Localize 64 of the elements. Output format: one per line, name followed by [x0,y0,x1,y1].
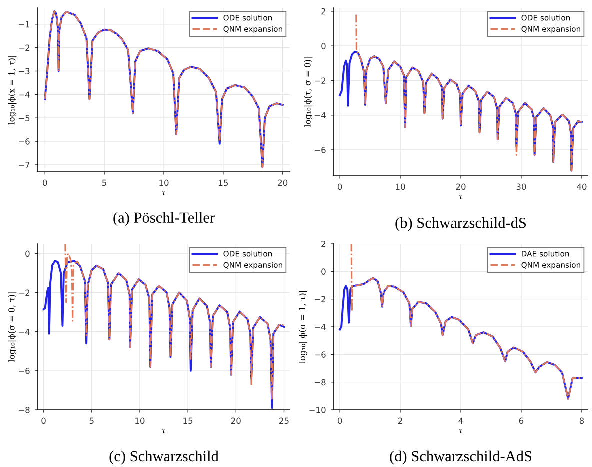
y-tick-label: −6 [314,147,326,154]
x-tick-label: 0 [43,180,48,186]
x-tick-label: 0 [338,418,342,424]
x-tick-label: 8 [580,418,584,424]
line-series [356,14,583,172]
x-tick-label: 0 [42,418,46,424]
y-axis-title: log₁₀|ϕ(x = 1, τ)| [8,56,17,125]
x-axis-title: τ [459,429,464,434]
line-series [339,277,583,400]
line-series [42,260,286,410]
y-tick-label: −6 [18,368,30,374]
y-axis-title: log₁₀|ϕ(τ, σ = 0)| [304,58,313,128]
y-axis-title: log₁₀|ϕ(σ = 0, τ)| [8,292,17,362]
x-tick-label: 25 [280,418,289,424]
y-tick-label: −7 [18,162,30,168]
y-tick-label: 0 [322,43,326,50]
text: (c) Schwarzschild [110,450,219,465]
x-tick-label: 2 [398,418,402,424]
line-series [350,244,583,400]
y-tick-label: −4 [314,112,326,119]
x-tick-label: 10 [396,184,406,190]
x-axis-title: τ [162,429,166,434]
x-tick-label: 20 [456,184,466,190]
x-tick-label: 15 [184,418,193,424]
y-tick-label: −1 [18,21,30,28]
x-tick-label: 10 [160,180,169,186]
x-tick-label: 15 [219,180,228,186]
y-tick-label: −6 [18,138,30,145]
x-tick-label: 5 [90,418,94,424]
line-series [44,10,284,168]
x-tick-label: 30 [516,184,526,190]
y-tick-label: −5 [18,115,30,122]
y-axis-title: log₁₀| ϕ(σ = 1, τ)| [299,291,308,364]
y-tick-label: 0 [322,268,326,275]
x-tick-label: 4 [458,418,464,424]
y-tick-label: −8 [18,406,30,414]
x-tick-label: 20 [231,418,241,424]
y-tick-label: −8 [314,379,326,386]
x-axis-title: τ [459,195,464,200]
x-tick-label: 6 [519,418,524,424]
x-tick-label: 20 [278,180,288,186]
y-tick-label: −2 [18,44,30,51]
text: (a) Pöschl-Teller [114,212,215,226]
x-axis-title: τ [162,191,166,196]
y-tick-label: 2 [322,240,326,248]
line-series [64,244,285,401]
x-tick-label: 40 [577,184,587,190]
y-tick-label: −2 [18,290,30,296]
y-tick-label: −3 [18,68,30,75]
y-tick-label: 2 [322,8,326,15]
x-tick-label: 5 [102,180,106,186]
text: (b) Schwarzschild-dS [396,217,526,232]
y-tick-label: −2 [314,78,326,84]
line-series [339,50,583,172]
y-tick-label: −4 [314,324,326,330]
y-tick-label: −4 [18,328,30,336]
y-tick-label: 0 [26,250,30,258]
y-tick-label: −4 [18,92,30,98]
y-tick-label: −2 [314,296,326,302]
y-tick-label: −6 [314,352,326,358]
x-tick-label: 0 [338,184,342,190]
x-tick-label: 10 [136,418,145,424]
text: (d) Schwarzschild-AdS [390,450,532,465]
y-tick-label: −10 [310,406,326,414]
